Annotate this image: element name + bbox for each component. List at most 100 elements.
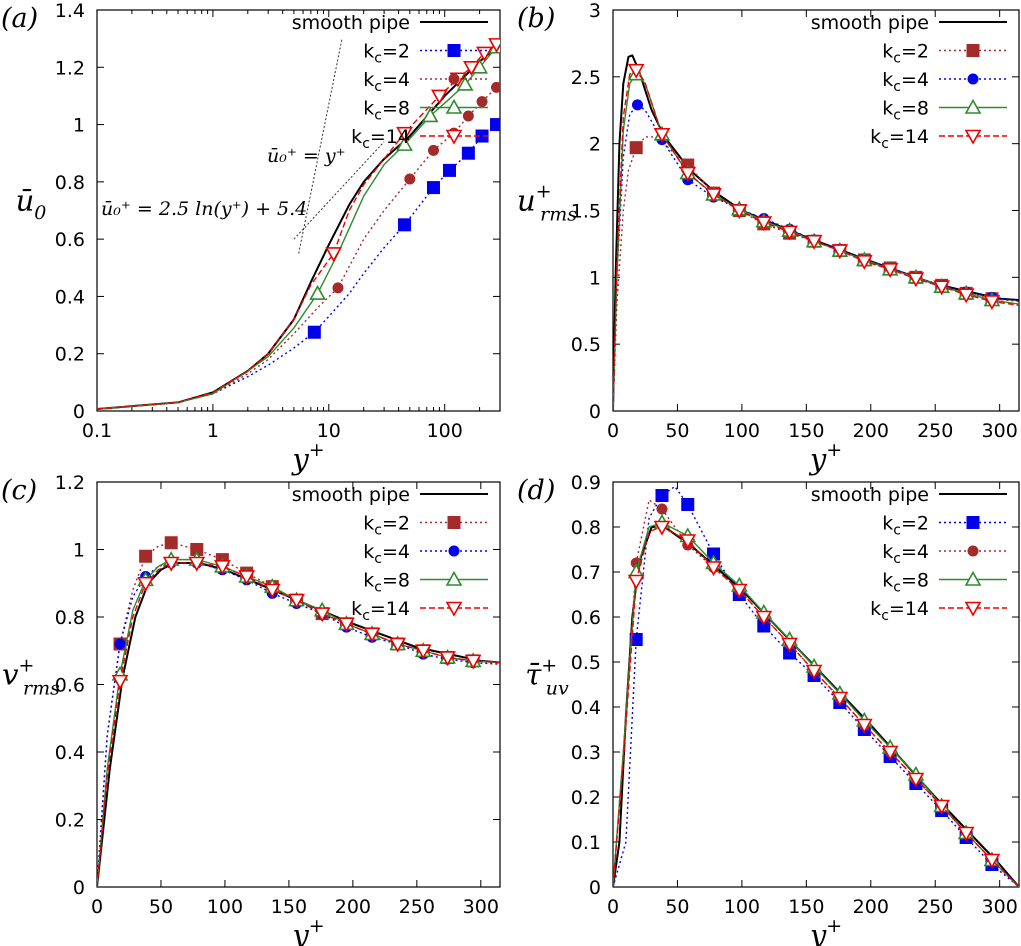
- reference-line-0: [298, 38, 343, 254]
- x-tick-label: 300: [463, 896, 499, 918]
- plot-area: [613, 54, 1019, 411]
- legend-label-0: smooth pipe: [292, 484, 410, 506]
- data-point: [781, 637, 798, 653]
- x-tick-label: 200: [853, 896, 889, 918]
- legend-label-4: kc=14: [870, 126, 929, 152]
- legend-label-2: kc=4: [882, 69, 929, 95]
- legend-marker-4: [964, 129, 982, 145]
- legend-label-4: kc=14: [351, 126, 410, 152]
- legend-marker-2: [967, 545, 979, 557]
- x-tick-label: 100: [207, 896, 243, 918]
- data-point: [464, 654, 482, 670]
- data-point: [805, 664, 823, 680]
- data-point: [631, 99, 643, 111]
- data-point: [907, 772, 925, 788]
- y-tick-label: 0.8: [55, 607, 85, 629]
- plot-area: [97, 536, 500, 887]
- y-tick-label: 0.4: [55, 742, 85, 764]
- reference-label-0: ū₀⁺ = y⁺: [267, 145, 346, 167]
- data-point: [730, 204, 748, 220]
- x-tick-label: 1: [207, 420, 219, 442]
- x-axis-label: y+: [808, 915, 842, 946]
- series-line-3: [97, 46, 498, 410]
- x-tick-label: 250: [399, 896, 435, 918]
- panel-c: 0 50 100 150 200 250 300 0 0.2 0.4 0.6 0.8 1 1.2 y+ v+ r…: [1, 472, 501, 946]
- data-point: [139, 549, 153, 563]
- data-point: [338, 617, 355, 633]
- y-tick-label: 0.5: [571, 334, 601, 356]
- data-point: [404, 173, 416, 185]
- x-tick-label: 150: [788, 420, 824, 442]
- legend-label-1: kc=2: [882, 41, 929, 67]
- data-point: [653, 128, 671, 143]
- data-point: [426, 181, 440, 195]
- y-tick-label: 0.2: [571, 787, 601, 809]
- y-tick-label: 0.3: [571, 742, 601, 764]
- x-tick-label: 0: [607, 420, 619, 442]
- data-point: [805, 234, 823, 250]
- legend-label-0: smooth pipe: [811, 484, 929, 506]
- y-tick-label: 0.2: [55, 810, 85, 832]
- data-point: [190, 543, 204, 556]
- x-tick-label: 100: [427, 420, 463, 442]
- y-tick-label: 1: [589, 267, 601, 289]
- y-tick-label: 0: [589, 401, 601, 423]
- x-tick-label: 100: [724, 896, 760, 918]
- legend-label-2: kc=4: [882, 541, 929, 567]
- x-tick-label: 50: [665, 896, 689, 918]
- data-point: [431, 89, 448, 105]
- y-tick-label: 0.6: [571, 607, 601, 629]
- series-line-3: [97, 558, 500, 887]
- data-point: [396, 135, 413, 151]
- data-point: [111, 674, 129, 690]
- data-point: [288, 593, 305, 609]
- data-point: [907, 272, 925, 288]
- data-point: [214, 560, 231, 576]
- data-point: [983, 853, 1001, 869]
- x-tick-label: 200: [853, 420, 889, 442]
- data-point: [263, 583, 281, 599]
- x-tick-label: 0: [607, 896, 619, 918]
- y-tick-label: 0.8: [571, 517, 601, 539]
- data-point: [363, 627, 381, 643]
- data-point: [855, 718, 873, 734]
- legend-marker-1: [447, 516, 461, 529]
- series-line-0: [613, 526, 1019, 887]
- plot-frame: [612, 9, 1020, 412]
- legend-marker-4: [445, 129, 463, 145]
- data-point: [679, 534, 697, 550]
- data-point: [629, 633, 643, 646]
- y-tick-label: 0.7: [571, 562, 601, 584]
- data-point: [313, 607, 331, 623]
- y-tick-label: 1.5: [571, 201, 601, 223]
- legend-label-3: kc=8: [882, 98, 929, 124]
- y-axis-label: v+ rms: [2, 654, 60, 699]
- data-point: [490, 118, 500, 132]
- panel-b: 0 50 100 150 200 250 300 0 0.5 1 1.5 2 2.5 3 y+ u+ rms (b…: [517, 0, 1020, 476]
- y-tick-label: 3: [589, 0, 601, 22]
- legend-label-3: kc=8: [363, 570, 410, 596]
- data-point: [389, 637, 407, 653]
- y-tick-label: 2.5: [571, 67, 601, 89]
- data-point: [137, 576, 154, 592]
- series-line-4: [97, 562, 500, 887]
- x-tick-label: 0: [91, 896, 103, 918]
- plot-frame: [96, 481, 501, 888]
- series-line-0: [613, 54, 1019, 411]
- data-point: [653, 520, 671, 536]
- data-point: [781, 225, 798, 241]
- x-tick-label: 10: [317, 420, 341, 442]
- y-axis-label: u+ rms: [517, 180, 577, 225]
- data-point: [398, 218, 412, 232]
- x-tick-label: 250: [917, 420, 953, 442]
- y-tick-label: 0.8: [55, 172, 85, 194]
- legend: smooth pipe kc=2kc=4 kc=8kc=14: [292, 12, 488, 152]
- data-point: [491, 81, 500, 93]
- data-point: [655, 489, 669, 502]
- data-point: [476, 96, 488, 108]
- legend-label-0: smooth pipe: [292, 12, 410, 34]
- data-point: [461, 146, 475, 160]
- y-tick-label: 0.1: [571, 832, 601, 854]
- y-tick-label: 0.4: [571, 697, 601, 719]
- legend-label-1: kc=2: [363, 513, 410, 539]
